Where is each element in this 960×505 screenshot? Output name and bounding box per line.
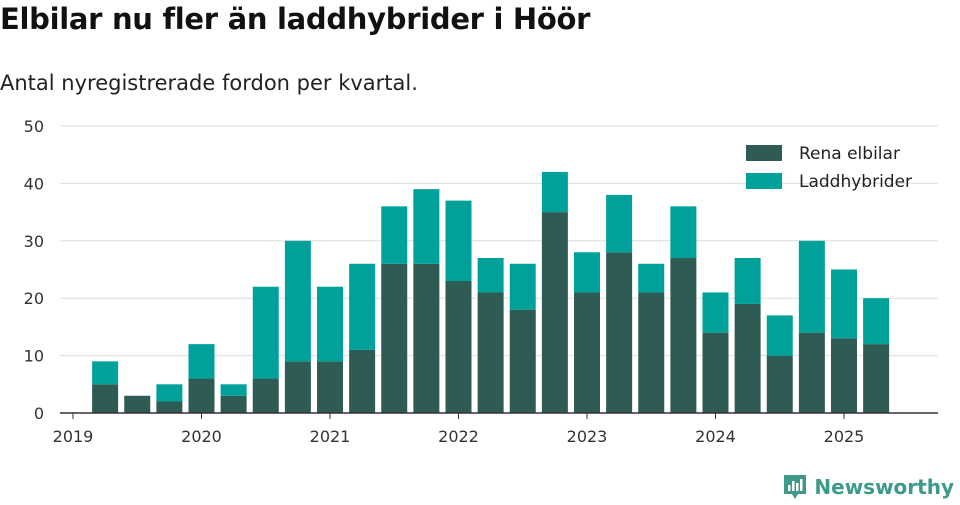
bar-rena-elbilar [734, 303, 761, 413]
bar-laddhybrider [734, 258, 761, 304]
bar-laddhybrider [606, 194, 633, 253]
legend-label: Rena elbilar [799, 144, 900, 164]
bar-rena-elbilar [381, 263, 408, 413]
y-tick-label: 0 [34, 404, 44, 423]
bar-laddhybrider [702, 292, 729, 333]
bar-rena-elbilar [284, 361, 311, 413]
bar-rena-elbilar [317, 361, 343, 413]
chart-title: Elbilar nu fler än laddhybrider i Höör [0, 2, 591, 36]
x-tick-label: 2020 [181, 427, 222, 446]
bar-rena-elbilar [574, 292, 600, 413]
bar-rena-elbilar [477, 292, 504, 413]
newsworthy-logo-icon [784, 475, 807, 499]
bar-laddhybrider [413, 189, 440, 264]
x-tick-label: 2025 [824, 427, 865, 446]
x-tick-label: 2022 [438, 427, 479, 446]
bar-laddhybrider [317, 286, 343, 362]
y-tick-label: 40 [24, 174, 44, 193]
bar-laddhybrider [798, 240, 825, 333]
bar-rena-elbilar [220, 395, 247, 413]
bar-rena-elbilar [606, 252, 633, 413]
y-tick-label: 10 [24, 347, 44, 366]
bar-laddhybrider [509, 263, 536, 310]
bar-laddhybrider [381, 206, 408, 264]
bar-laddhybrider [252, 286, 279, 379]
y-tick-label: 20 [24, 289, 44, 308]
bar-rena-elbilar [541, 212, 568, 413]
bar-laddhybrider [541, 171, 568, 213]
bar-laddhybrider [220, 384, 247, 396]
axes: 0 10 20 30 40 50 2019 2020 2021 2022 2023 2024 2025 [24, 117, 938, 446]
x-tick-label: 2023 [567, 427, 608, 446]
y-tick-label: 30 [24, 232, 44, 251]
bar-rena-elbilar [252, 378, 279, 413]
bar-rena-elbilar [798, 332, 825, 413]
bar-laddhybrider [477, 258, 504, 293]
bar-laddhybrider [284, 240, 311, 362]
bar-rena-elbilar [445, 280, 472, 413]
bar-rena-elbilar [831, 338, 857, 413]
bar-laddhybrider [638, 263, 665, 293]
x-tick-label: 2024 [695, 427, 736, 446]
bar-laddhybrider [156, 384, 183, 402]
bar-laddhybrider [349, 263, 376, 350]
bar-laddhybrider [574, 252, 600, 293]
bar-rena-elbilar [413, 263, 440, 413]
bar-laddhybrider [188, 344, 215, 379]
bar-rena-elbilar [92, 384, 119, 413]
bar-rena-elbilar [670, 258, 697, 413]
brand-name: Newsworthy [814, 475, 954, 499]
bar-laddhybrider [670, 206, 697, 259]
bar-rena-elbilar [124, 395, 151, 413]
bar-rena-elbilar [188, 378, 215, 413]
bar-rena-elbilar [156, 401, 183, 413]
bar-laddhybrider [831, 269, 857, 339]
legend: Rena elbilar Laddhybrider [746, 144, 912, 192]
y-tick-label: 50 [24, 117, 44, 136]
x-tick-label: 2019 [53, 427, 94, 446]
bar-rena-elbilar [509, 309, 536, 413]
bar-laddhybrider [766, 315, 793, 356]
bar-laddhybrider [863, 298, 890, 345]
chart-subtitle: Antal nyregistrerade fordon per kvartal. [0, 71, 418, 95]
bar-laddhybrider [445, 200, 472, 281]
bar-rena-elbilar [766, 355, 793, 413]
bar-rena-elbilar [638, 292, 665, 413]
bar-rena-elbilar [863, 344, 890, 413]
bar-rena-elbilar [349, 349, 376, 413]
x-tick-label: 2021 [310, 427, 351, 446]
bar-laddhybrider [92, 361, 119, 385]
legend-swatch [746, 145, 782, 161]
brand: Newsworthy [782, 473, 954, 501]
bar-rena-elbilar [702, 332, 729, 413]
legend-label: Laddhybrider [799, 172, 912, 192]
bars [92, 171, 890, 413]
legend-swatch [746, 173, 782, 189]
